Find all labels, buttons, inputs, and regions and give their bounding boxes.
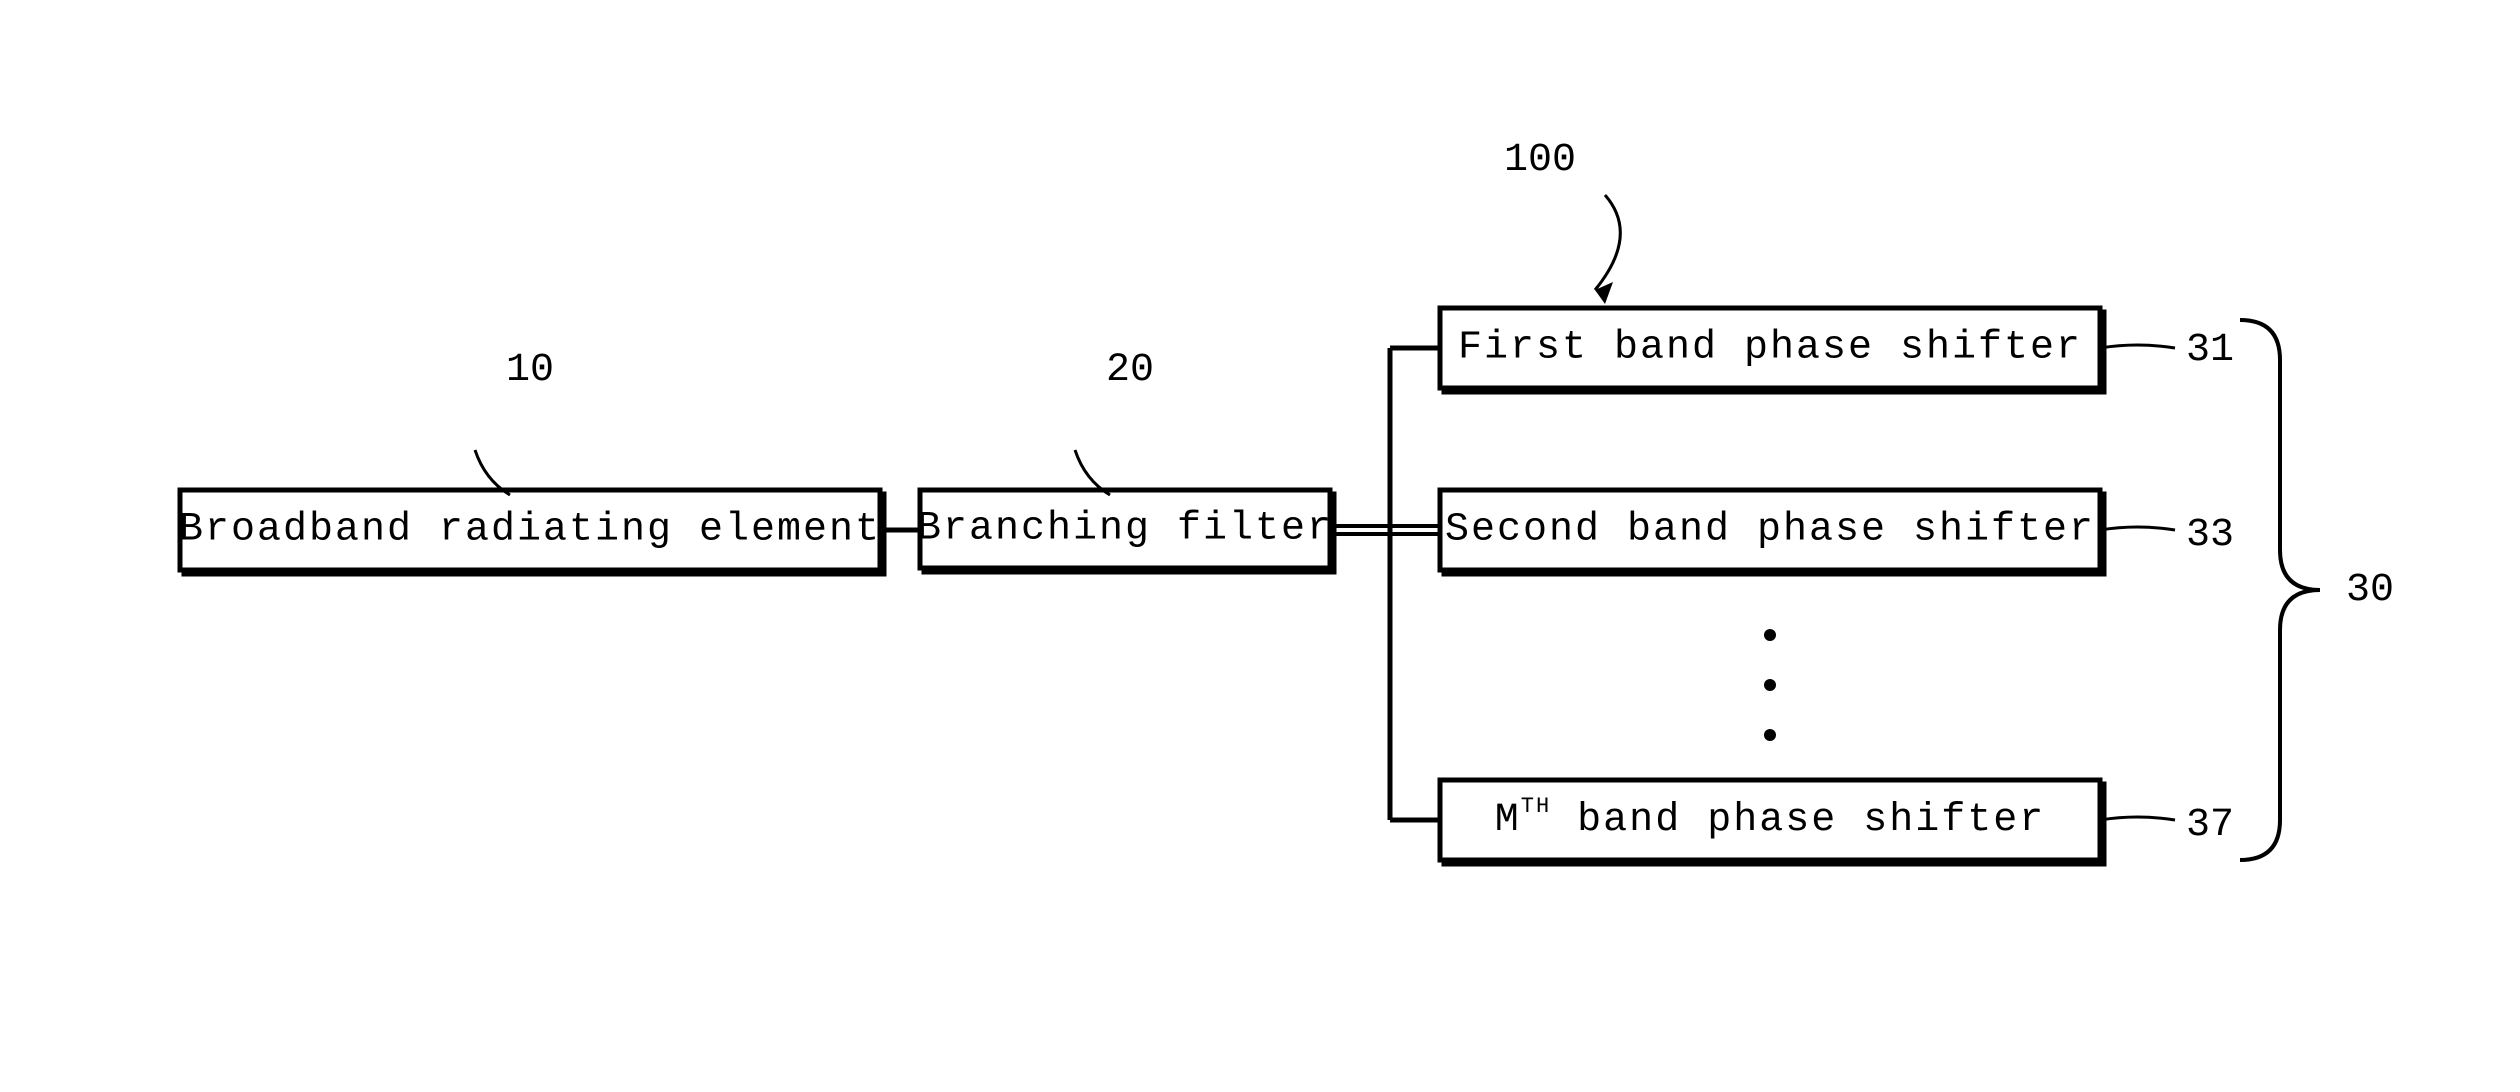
svg-text:MTH band phase shifter: MTH band phase shifter — [1495, 794, 2046, 843]
svg-text:10: 10 — [506, 348, 554, 393]
svg-text:31: 31 — [2186, 328, 2234, 373]
svg-text:33: 33 — [2186, 513, 2234, 558]
svg-text:Broadband radiating element: Broadband radiating element — [179, 508, 881, 553]
svg-text:30: 30 — [2346, 568, 2394, 613]
svg-text:First band phase shifter: First band phase shifter — [1458, 326, 2082, 371]
svg-text:100: 100 — [1504, 138, 1576, 183]
svg-text:20: 20 — [1106, 348, 1154, 393]
svg-text:37: 37 — [2186, 803, 2234, 848]
svg-text:Branching filter: Branching filter — [917, 507, 1333, 552]
svg-text:Second band phase shifter: Second band phase shifter — [1445, 508, 2095, 553]
